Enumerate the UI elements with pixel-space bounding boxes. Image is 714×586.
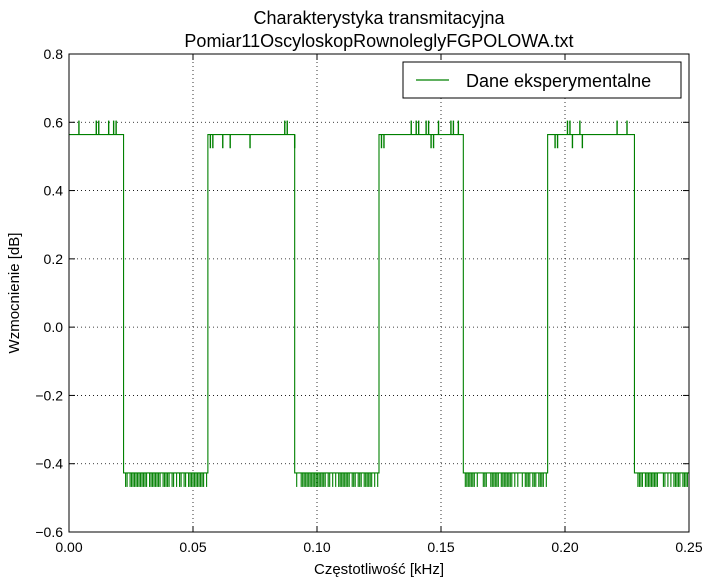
y-tick-label: −0.2: [35, 387, 63, 403]
x-axis-label: Częstotliwość [kHz]: [314, 561, 444, 578]
x-tick-label: 0.20: [551, 539, 578, 555]
legend-entry-label: Dane eksperymentalne: [466, 71, 651, 91]
x-tick-label: 0.05: [179, 539, 206, 555]
chart-title-line-1: Charakterystyka transmitacyjna: [253, 8, 505, 28]
x-tick-label: 0.10: [303, 539, 330, 555]
series-dane-eksperymentalne: [69, 120, 689, 487]
y-tick-label: 0.4: [44, 183, 64, 199]
y-tick-label: 0.2: [44, 251, 64, 267]
y-tick-label: −0.4: [35, 456, 63, 472]
legend-box: [402, 61, 682, 99]
x-tick-label: 0.00: [55, 539, 82, 555]
axis-ticks: 0.00 0.05 0.10 0.15 0.20 0.25 −0.6 −0.4 −0.2 0.0 0…: [35, 46, 702, 555]
x-tick-label: 0.25: [675, 539, 702, 555]
plot-area-frame: [68, 53, 690, 533]
grid: [69, 54, 689, 532]
y-axis-label: Wzmocnienie [dB]: [6, 233, 23, 354]
series-line-dane-eksperymentalne: [69, 134, 689, 474]
y-tick-label: 0.6: [44, 114, 64, 130]
x-tick-label: 0.15: [427, 539, 454, 555]
y-tick-label: 0.8: [44, 46, 64, 62]
y-tick-label: 0.0: [44, 319, 64, 335]
y-tick-label: −0.6: [35, 524, 63, 540]
chart-title-line-2: Pomiar11OscyloskopRownoleglyFGPOLOWA.txt: [184, 31, 573, 51]
legend: Dane eksperymentalne: [402, 61, 682, 99]
